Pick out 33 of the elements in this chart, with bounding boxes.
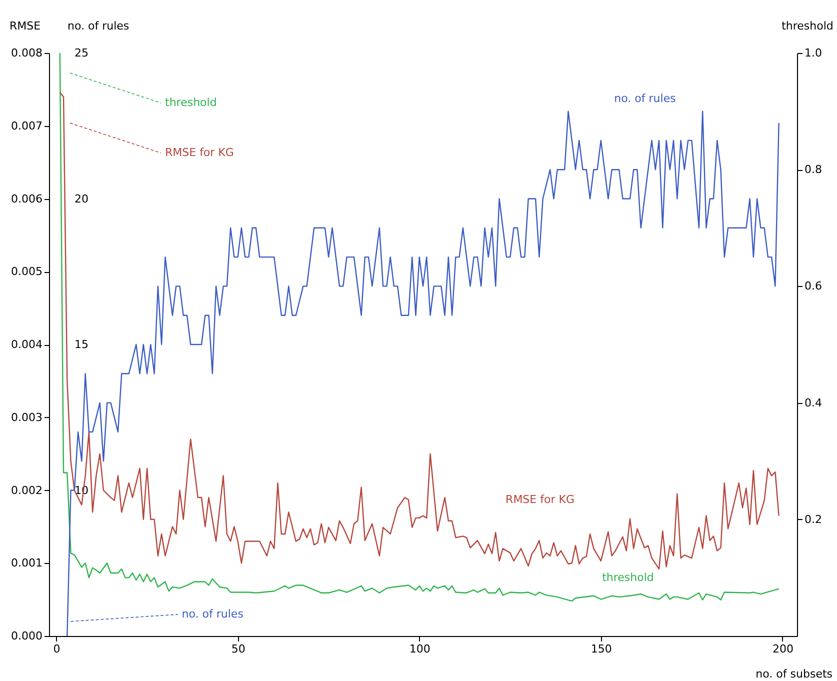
line-series xyxy=(66,110,780,637)
annotation: RMSE for KG xyxy=(165,146,234,159)
y-tick-label: 0.004 xyxy=(11,338,42,351)
series-label: threshold xyxy=(602,571,654,584)
text: RMSE for KG xyxy=(506,493,574,506)
y2-axis-title: no. of rules xyxy=(68,20,130,32)
x-tick-label: 0 xyxy=(53,642,60,656)
y3-tick-label: 0.6 xyxy=(804,280,822,293)
y2-tick-label: 15 xyxy=(74,338,88,351)
y-tick-label: 0.007 xyxy=(11,119,42,132)
y-tick-label: 0.005 xyxy=(11,265,42,278)
x-tick-label: 200 xyxy=(772,642,794,656)
x-tick-label: 50 xyxy=(231,642,246,656)
y3-tick-label: 0.8 xyxy=(804,163,822,176)
text: no. of rules xyxy=(614,92,676,105)
annotation: no. of rules xyxy=(182,607,244,620)
x-tick-label: 100 xyxy=(409,642,430,656)
y3-tick-label: 0.4 xyxy=(804,396,822,410)
y3-axis-title: threshold xyxy=(782,20,834,32)
y-tick-label: 0.003 xyxy=(11,410,42,424)
y-tick-label: 0.000 xyxy=(11,630,42,642)
y-tick-label: 0.002 xyxy=(11,484,42,497)
y3-tick-label: 1.0 xyxy=(804,46,822,60)
y3-tick-label: 0.2 xyxy=(804,512,822,526)
y-tick-label: 0.008 xyxy=(11,46,42,60)
x-axis-title: no. of subsets xyxy=(756,668,833,680)
y2-tick-label: 20 xyxy=(74,192,88,206)
y-tick-label: 0.001 xyxy=(11,556,42,570)
y-axis-title: RMSE xyxy=(10,20,41,32)
x-tick-label: 150 xyxy=(590,642,612,656)
annotation: threshold xyxy=(165,96,217,109)
y2-tick-label: 25 xyxy=(74,46,88,60)
y-tick-label: 0.006 xyxy=(11,192,42,206)
